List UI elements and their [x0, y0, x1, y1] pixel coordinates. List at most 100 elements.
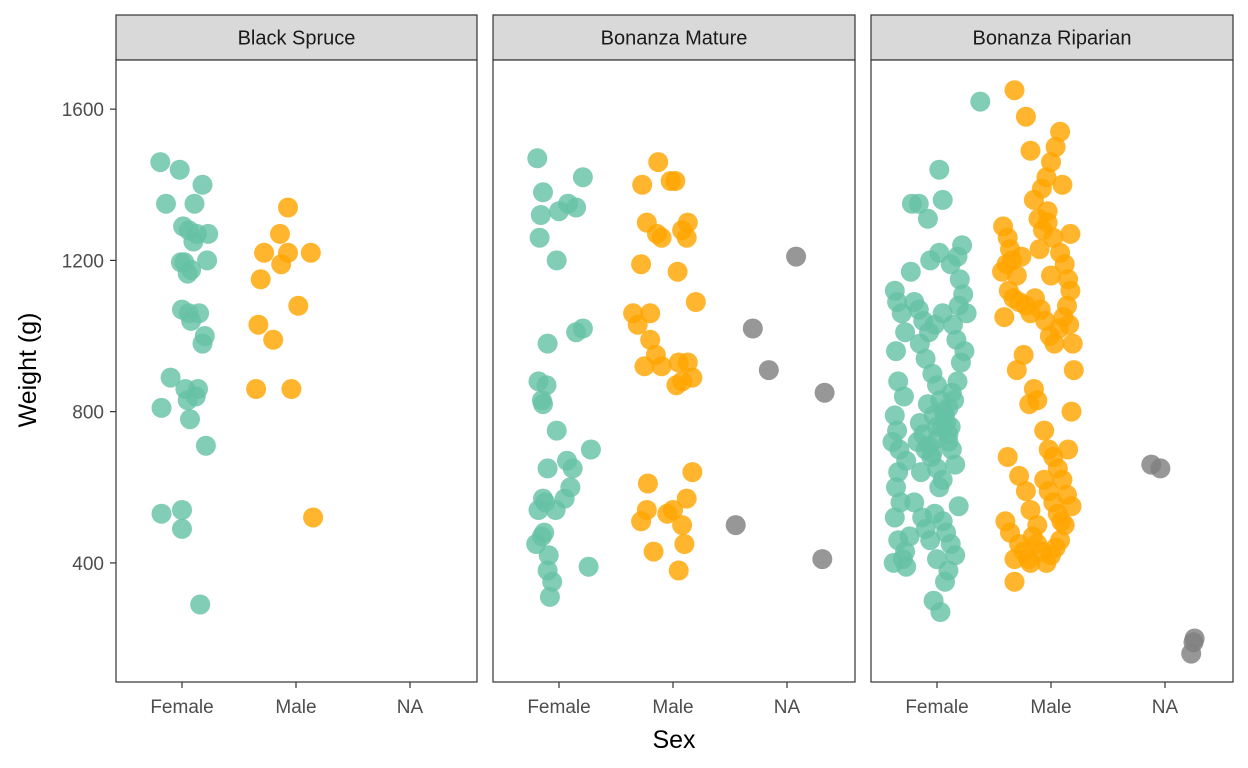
- y-axis: 400 800 1200 1600: [62, 100, 116, 575]
- data-point-female: [893, 386, 914, 407]
- points-group: [150, 152, 324, 615]
- data-point-male: [1050, 242, 1071, 263]
- data-point-female: [932, 303, 953, 324]
- data-point-female: [920, 250, 941, 271]
- data-point-male: [1013, 344, 1034, 365]
- x-tick-label: Female: [527, 697, 590, 718]
- data-point-male: [676, 227, 697, 248]
- data-point-male: [994, 307, 1015, 328]
- points-group: [882, 80, 1205, 664]
- data-point-male: [1009, 465, 1030, 486]
- data-point-female: [886, 341, 906, 362]
- x-tick-label: Female: [150, 697, 213, 718]
- data-point-male: [250, 269, 271, 290]
- data-point-male: [1004, 571, 1025, 592]
- data-point-male: [1044, 333, 1065, 354]
- data-point-female: [537, 458, 558, 479]
- data-point-female: [917, 208, 938, 229]
- x-tick-label: NA: [1152, 697, 1179, 718]
- data-point-female: [181, 259, 202, 280]
- data-point-male: [1052, 469, 1073, 490]
- data-point-male: [631, 254, 652, 275]
- data-point-female: [542, 571, 563, 592]
- data-point-male: [1045, 137, 1066, 157]
- data-point-female: [945, 545, 966, 566]
- data-point-female: [160, 367, 181, 388]
- data-point-female: [938, 397, 959, 418]
- data-point-male: [1059, 314, 1080, 335]
- panels: Black Spruce Female Male NA Bonanza Mature Fe…: [115, 14, 1234, 718]
- data-point-na: [812, 549, 833, 570]
- data-point-female: [886, 477, 906, 498]
- data-point-male: [997, 447, 1018, 467]
- facet-strip: [115, 14, 478, 61]
- data-point-male: [1063, 360, 1084, 381]
- data-point-male: [672, 515, 693, 536]
- data-point-female: [537, 333, 558, 354]
- data-point-male: [676, 488, 697, 509]
- data-point-female: [566, 197, 587, 218]
- data-point-male: [1041, 265, 1061, 286]
- data-point-female: [884, 405, 905, 426]
- data-point-female: [527, 148, 548, 169]
- facet-strip-label: Bonanza Riparian: [973, 28, 1132, 50]
- data-point-male: [1029, 239, 1050, 260]
- panel-bonanza-mature: Bonanza Mature Female Male NA: [492, 14, 856, 718]
- data-point-male: [651, 356, 672, 377]
- panel-black-spruce: Black Spruce Female Male NA: [115, 14, 478, 718]
- data-point-female: [172, 500, 192, 520]
- data-point-male: [303, 507, 324, 528]
- data-point-male: [1020, 552, 1041, 573]
- data-point-na: [742, 318, 763, 339]
- data-point-female: [922, 443, 943, 464]
- data-point-female: [895, 322, 916, 343]
- data-point-female: [198, 223, 219, 244]
- data-point-male: [657, 503, 678, 524]
- data-point-female: [534, 522, 555, 543]
- data-point-female: [890, 492, 911, 513]
- data-point-female: [941, 439, 962, 460]
- facet-strip-label: Bonanza Mature: [601, 28, 748, 50]
- data-point-female: [189, 303, 210, 324]
- x-tick-label: Male: [652, 697, 693, 718]
- data-point-male: [995, 511, 1016, 532]
- data-point-female: [560, 477, 581, 498]
- x-tick-label: Male: [275, 697, 316, 718]
- data-point-male: [1020, 140, 1041, 161]
- data-point-male: [1062, 333, 1083, 354]
- data-point-male: [1050, 121, 1071, 142]
- x-tick-label: Male: [1030, 697, 1071, 718]
- data-point-male: [1034, 420, 1055, 441]
- data-point-female: [927, 375, 947, 396]
- data-point-female: [900, 261, 921, 282]
- data-point-male: [636, 500, 657, 520]
- data-point-female: [930, 602, 951, 622]
- data-point-female: [572, 167, 593, 188]
- data-point-female: [151, 503, 172, 524]
- y-tick-label: 1200: [62, 251, 104, 272]
- data-point-female: [888, 371, 909, 392]
- data-point-female: [195, 435, 216, 456]
- data-point-female: [578, 556, 599, 577]
- x-tick-label: NA: [397, 697, 424, 718]
- data-point-male: [1051, 511, 1072, 532]
- data-point-female: [192, 174, 213, 195]
- data-point-female: [904, 492, 925, 513]
- data-point-female: [941, 382, 962, 403]
- data-point-female: [888, 462, 909, 483]
- data-point-female: [929, 159, 950, 180]
- data-point-male: [677, 352, 698, 373]
- data-point-female: [536, 375, 557, 396]
- data-point-male: [1006, 265, 1027, 286]
- data-point-male: [674, 534, 695, 554]
- data-point-male: [281, 379, 302, 399]
- data-point-male: [1015, 106, 1036, 127]
- data-point-female: [546, 250, 567, 271]
- facet-strip: [492, 14, 856, 61]
- data-point-female: [580, 439, 601, 460]
- data-point-female: [909, 333, 930, 354]
- data-point-female: [915, 348, 936, 369]
- data-point-male: [1058, 439, 1079, 460]
- data-point-female: [197, 250, 218, 271]
- data-point-female: [533, 182, 553, 203]
